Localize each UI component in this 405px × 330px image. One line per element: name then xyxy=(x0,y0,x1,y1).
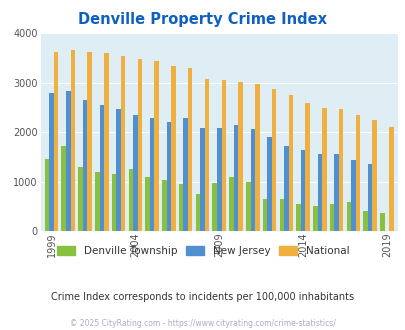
Bar xyxy=(262,199,266,231)
Bar xyxy=(221,80,226,231)
Bar xyxy=(204,79,209,231)
Bar xyxy=(279,199,283,231)
Bar xyxy=(350,160,355,231)
Bar xyxy=(162,180,166,231)
Bar xyxy=(379,213,384,231)
Bar xyxy=(128,169,133,231)
Bar xyxy=(288,95,292,231)
Bar xyxy=(66,91,70,231)
Bar xyxy=(61,147,66,231)
Bar xyxy=(145,177,149,231)
Bar xyxy=(266,138,271,231)
Bar xyxy=(78,167,83,231)
Bar xyxy=(229,177,233,231)
Bar xyxy=(312,206,317,231)
Bar xyxy=(212,183,216,231)
Bar xyxy=(70,50,75,231)
Bar xyxy=(111,174,116,231)
Bar xyxy=(83,100,87,231)
Bar xyxy=(238,82,242,231)
Bar xyxy=(371,120,376,231)
Bar xyxy=(355,115,359,231)
Bar xyxy=(317,154,321,231)
Bar xyxy=(367,164,371,231)
Bar xyxy=(179,184,183,231)
Bar xyxy=(166,122,171,231)
Bar xyxy=(200,128,204,231)
Bar xyxy=(388,127,393,231)
Bar xyxy=(346,202,350,231)
Bar xyxy=(284,147,288,231)
Bar xyxy=(104,53,109,231)
Bar xyxy=(233,125,238,231)
Bar xyxy=(300,150,305,231)
Bar xyxy=(250,129,254,231)
Bar xyxy=(137,59,142,231)
Bar xyxy=(188,68,192,231)
Bar xyxy=(362,211,367,231)
Text: Denville Property Crime Index: Denville Property Crime Index xyxy=(78,12,327,26)
Bar xyxy=(183,118,188,231)
Bar xyxy=(321,108,326,231)
Bar xyxy=(271,89,276,231)
Legend: Denville Township, New Jersey, National: Denville Township, New Jersey, National xyxy=(52,242,353,260)
Bar xyxy=(45,159,49,231)
Text: © 2025 CityRating.com - https://www.cityrating.com/crime-statistics/: © 2025 CityRating.com - https://www.city… xyxy=(70,319,335,328)
Bar xyxy=(99,105,104,231)
Bar xyxy=(95,172,99,231)
Bar xyxy=(154,61,158,231)
Bar xyxy=(305,103,309,231)
Bar xyxy=(338,109,343,231)
Bar xyxy=(53,52,58,231)
Text: Crime Index corresponds to incidents per 100,000 inhabitants: Crime Index corresponds to incidents per… xyxy=(51,292,354,302)
Bar xyxy=(133,115,137,231)
Bar xyxy=(245,182,250,231)
Bar xyxy=(149,118,154,231)
Bar xyxy=(121,56,125,231)
Bar xyxy=(87,52,92,231)
Bar xyxy=(171,66,175,231)
Bar xyxy=(254,84,259,231)
Bar xyxy=(195,194,200,231)
Bar xyxy=(329,204,334,231)
Bar xyxy=(49,93,53,231)
Bar xyxy=(296,204,300,231)
Bar xyxy=(334,154,338,231)
Bar xyxy=(116,109,121,231)
Bar xyxy=(216,128,221,231)
